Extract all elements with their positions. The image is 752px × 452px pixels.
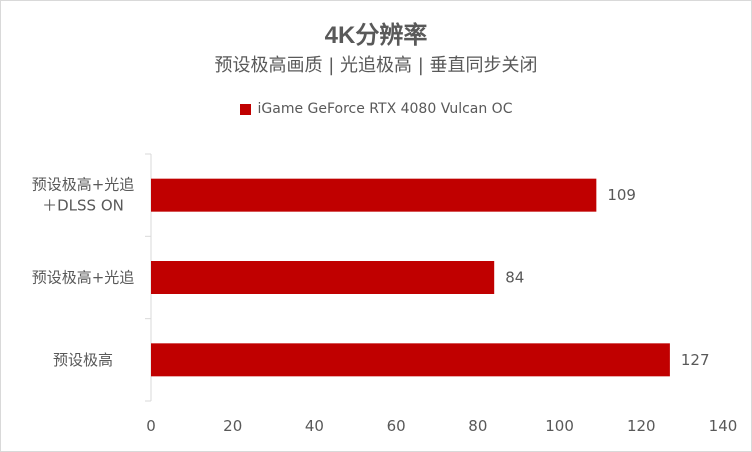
bar: [151, 178, 597, 212]
legend-label: iGame GeForce RTX 4080 Vulcan OC: [257, 101, 513, 117]
x-tick-label: 140: [709, 417, 738, 435]
x-tick-label: 100: [545, 417, 574, 435]
bar: [151, 261, 495, 294]
category-label: ＋DLSS ON: [42, 197, 124, 215]
chart-subtitle: 预设极高画质 | 光追极高 | 垂直同步关闭: [214, 55, 538, 76]
bar: [151, 343, 670, 377]
x-tick-label: 60: [387, 417, 406, 435]
chart-title: 4K分辨率: [324, 22, 428, 49]
legend-swatch: [239, 103, 251, 115]
data-label: 127: [681, 351, 710, 369]
category-label: 预设极高+光追: [32, 269, 135, 287]
x-tick-label: 120: [627, 417, 656, 435]
x-tick-label: 20: [223, 417, 242, 435]
category-label: 预设极高: [53, 351, 113, 369]
data-label: 109: [607, 186, 636, 204]
category-label: 预设极高+光追: [32, 176, 135, 194]
x-tick-label: 80: [468, 417, 487, 435]
x-tick-label: 0: [146, 417, 156, 435]
data-label: 84: [505, 269, 524, 287]
legend: iGame GeForce RTX 4080 Vulcan OC: [1, 101, 751, 117]
x-tick-label: 40: [305, 417, 324, 435]
